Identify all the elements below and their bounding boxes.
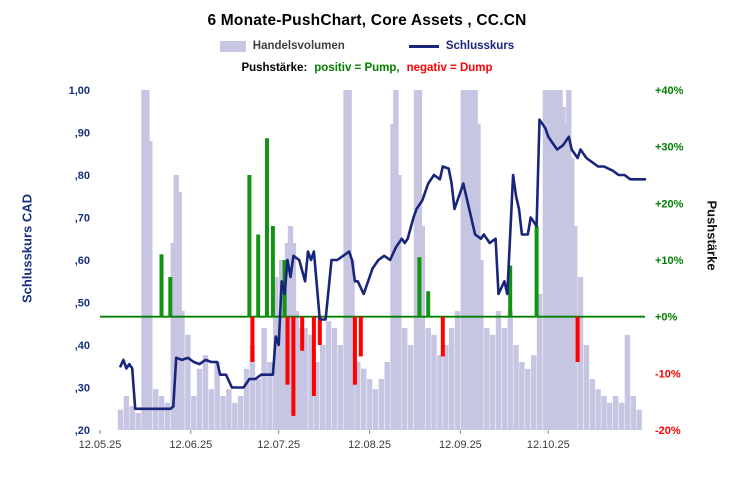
svg-text:+10%: +10% [655,255,684,267]
svg-text:,60: ,60 [75,255,90,267]
svg-text:,20: ,20 [75,425,90,437]
svg-text:,50: ,50 [75,298,90,310]
svg-text:-10%: -10% [655,368,681,380]
svg-text:+40%: +40% [655,85,684,97]
pump-label: positiv = Pump, [314,62,400,74]
svg-text:12.08.25: 12.08.25 [348,439,391,451]
svg-text:-20%: -20% [655,425,681,437]
legend-row-push: Pushstärke: positiv = Pump, negativ = Du… [0,62,734,74]
svg-text:,90: ,90 [75,128,90,140]
svg-text:1,00: 1,00 [69,85,90,97]
svg-text:+30%: +30% [655,142,684,154]
svg-text:12.10.25: 12.10.25 [527,439,570,451]
svg-text:,30: ,30 [75,383,90,395]
chart-title: 6 Monate-PushChart, Core Assets , CC.CN [207,12,527,29]
legend-volume-label: Handelsvolumen [252,40,345,52]
svg-text:12.06.25: 12.06.25 [169,439,212,451]
dump-label: negativ = Dump [406,62,493,74]
push-prefix-label: Pushstärke: [241,62,308,74]
volume-swatch-icon [219,40,246,52]
legend-row-series: Handelsvolumen Schlusskurs [0,40,734,52]
svg-text:+0%: +0% [655,312,678,324]
legend-close-label: Schlusskurs [445,40,515,52]
svg-text:,80: ,80 [75,170,90,182]
svg-text:12.05.25: 12.05.25 [79,439,122,451]
svg-text:+20%: +20% [655,198,684,210]
svg-text:12.09.25: 12.09.25 [439,439,482,451]
svg-text:12.07.25: 12.07.25 [257,439,300,451]
svg-text:,70: ,70 [75,213,90,225]
close-line-swatch-icon [408,44,439,48]
svg-text:,40: ,40 [75,340,90,352]
